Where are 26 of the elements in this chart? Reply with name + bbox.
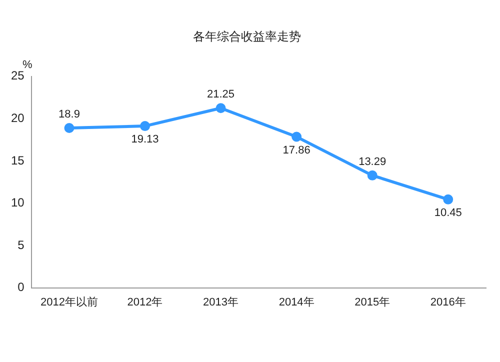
y-tick-label: 5	[18, 238, 25, 252]
point	[443, 194, 454, 204]
x-tick-label: 2016年	[430, 296, 466, 308]
point	[292, 132, 302, 142]
y-tick-label: 15	[10, 153, 25, 168]
point	[367, 170, 378, 180]
y-tick-label: 20	[10, 110, 25, 125]
point	[140, 121, 150, 132]
x-tick-label: 2015年	[354, 296, 390, 308]
point	[216, 103, 226, 114]
data-label: 21.25	[207, 88, 235, 101]
x-tick-label: 2012年以前	[40, 295, 98, 308]
chart-title: 各年综合收益率走势	[193, 30, 301, 44]
data-label: 19.13	[131, 134, 159, 146]
y-tick-label: 25	[10, 68, 25, 83]
data-label: 10.45	[434, 206, 462, 219]
point	[64, 122, 74, 133]
data-label: 13.29	[358, 156, 386, 168]
data-label: 18.9	[58, 108, 80, 121]
x-tick-label: 2014年	[278, 296, 314, 308]
y-tick-label: 0	[18, 280, 25, 294]
x-tick-label: 2013年	[203, 296, 239, 308]
y-axis-title: %	[22, 58, 32, 71]
x-tick-label: 2012年	[127, 296, 163, 308]
y-tick-label: 10	[10, 196, 25, 210]
data-label: 17.86	[282, 144, 310, 156]
